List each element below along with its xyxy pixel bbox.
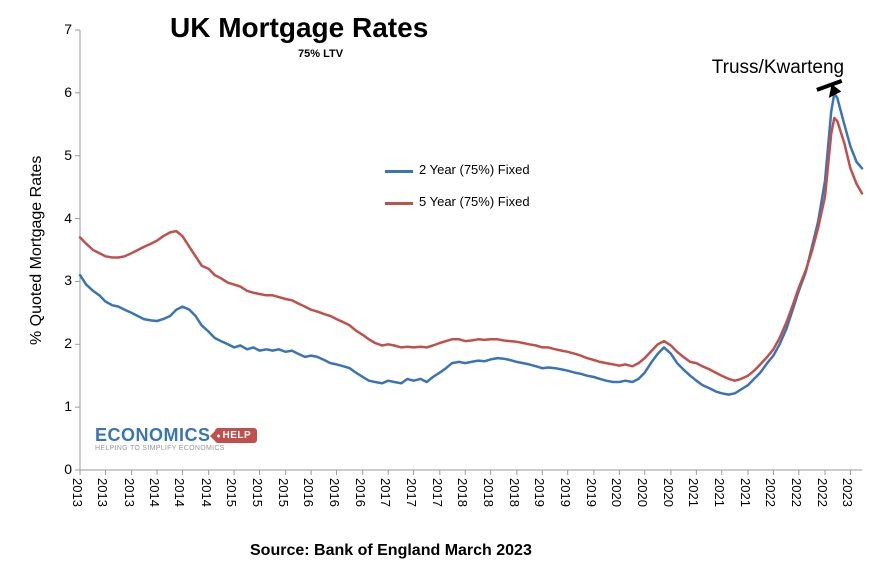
chart-subtitle: 75% LTV — [298, 48, 343, 60]
y-tick-label: 0 — [52, 461, 72, 477]
x-tick-label: 2014 — [199, 478, 214, 507]
annotation-text: Truss/Kwarteng — [712, 57, 844, 79]
x-tick-label: 2019 — [532, 478, 547, 507]
annotation-arrow — [817, 81, 842, 90]
logo-word-help: HELP — [215, 428, 258, 443]
y-tick-label: 6 — [52, 84, 72, 100]
x-tick-label: 2018 — [507, 478, 522, 507]
legend-swatch — [385, 170, 413, 173]
x-tick-label: 2020 — [635, 478, 650, 507]
x-tick-label: 2019 — [584, 478, 599, 507]
x-tick-label: 2015 — [276, 478, 291, 507]
x-tick-label: 2018 — [481, 478, 496, 507]
y-tick-label: 2 — [52, 335, 72, 351]
x-tick-label: 2014 — [172, 478, 187, 507]
x-tick-label: 2013 — [70, 478, 85, 507]
y-tick-label: 7 — [52, 21, 72, 37]
y-tick-label: 5 — [52, 147, 72, 163]
x-tick-label: 2020 — [609, 478, 624, 507]
source-label: Source: Bank of England March 2023 — [250, 542, 532, 560]
series-line — [80, 118, 862, 381]
x-tick-label: 2013 — [95, 478, 110, 507]
y-tick-label: 4 — [52, 210, 72, 226]
x-tick-label: 2022 — [815, 478, 830, 507]
legend-label: 2 Year (75%) Fixed — [419, 162, 530, 177]
x-tick-label: 2019 — [558, 478, 573, 507]
legend-label: 5 Year (75%) Fixed — [419, 194, 530, 209]
x-tick-label: 2016 — [327, 478, 342, 507]
x-tick-label: 2013 — [122, 478, 137, 507]
x-tick-label: 2014 — [147, 478, 162, 507]
logo-tagline: HELPING TO SIMPLIFY ECONOMICS — [95, 445, 225, 452]
x-tick-label: 2017 — [404, 478, 419, 507]
x-tick-label: 2022 — [789, 478, 804, 507]
x-tick-label: 2021 — [712, 478, 727, 507]
x-tick-label: 2020 — [661, 478, 676, 507]
x-tick-label: 2021 — [738, 478, 753, 507]
x-tick-label: 2023 — [840, 478, 855, 507]
x-tick-label: 2021 — [686, 478, 701, 507]
x-tick-label: 2016 — [353, 478, 368, 507]
series-line — [80, 94, 862, 395]
x-tick-label: 2016 — [301, 478, 316, 507]
x-tick-label: 2018 — [455, 478, 470, 507]
legend-swatch — [385, 202, 413, 205]
y-axis-label: % Quoted Mortgage Rates — [28, 156, 46, 345]
x-tick-label: 2022 — [763, 478, 778, 507]
y-tick-label: 3 — [52, 272, 72, 288]
economicshelp-logo: ECONOMICS HELP HELPING TO SIMPLIFY ECONOMI… — [95, 425, 257, 452]
logo-word-economics: ECONOMICS — [95, 425, 211, 446]
chart-container: 0 1 2 3 4 5 6 7 2013 2013 2013 2014 2014 2014 2015 2015… — [0, 0, 883, 567]
x-tick-label: 2015 — [250, 478, 265, 507]
x-tick-label: 2015 — [224, 478, 239, 507]
logo-badge: HELP — [215, 428, 258, 443]
chart-title: UK Mortgage Rates — [170, 12, 428, 44]
y-tick-label: 1 — [52, 398, 72, 414]
x-tick-label: 2017 — [430, 478, 445, 507]
x-tick-label: 2017 — [378, 478, 393, 507]
